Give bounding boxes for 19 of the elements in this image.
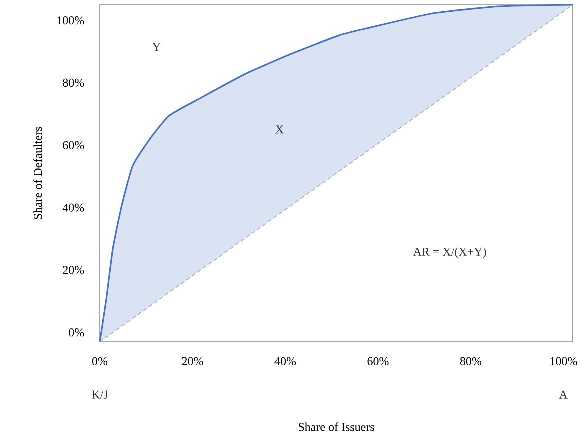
x-tick-label: 80% <box>460 357 482 366</box>
y-tick-label: 80% <box>63 78 84 88</box>
x-tick-label: 100% <box>550 357 578 366</box>
annotation: AR = X/(X+Y) <box>413 248 486 258</box>
y-tick-label: 0% <box>69 328 84 337</box>
x-axis-title: Share of Issuers <box>298 422 374 432</box>
x-tick-label: 20% <box>182 357 204 366</box>
text: K/J <box>92 390 108 399</box>
y-axis-title: Share of Defaulters <box>34 127 42 220</box>
x-tick-label: 0% <box>92 357 108 366</box>
y-tick-label: 20% <box>63 266 84 274</box>
y-tick-label: 40% <box>62 204 84 212</box>
annotation: X <box>276 126 284 134</box>
y-tick-label: 60% <box>63 141 84 150</box>
y-tick-label: 100% <box>58 16 84 25</box>
text: A <box>559 390 568 399</box>
annotation: Y <box>152 43 161 52</box>
x-tick-label: 40% <box>274 357 296 366</box>
x-tick-label: 60% <box>368 357 389 366</box>
